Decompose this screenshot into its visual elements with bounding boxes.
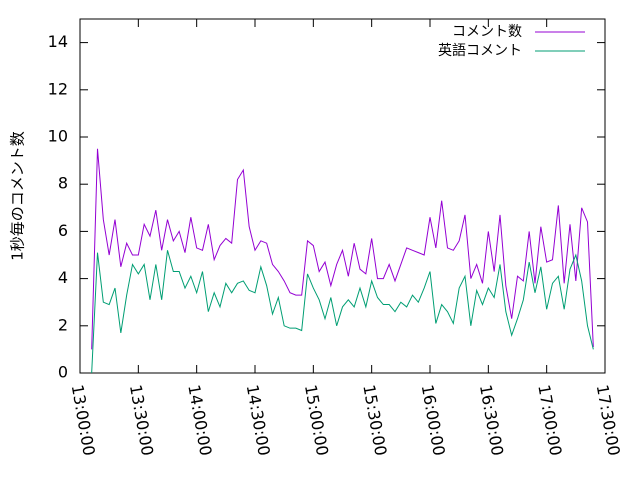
plot-frame [79, 18, 606, 374]
y-axis-label: 1秒毎のコメント数 [9, 131, 27, 261]
y-tick-label: 10 [48, 127, 68, 146]
x-tick-label: 17:30:00 [593, 383, 624, 457]
x-tick-label: 14:30:00 [243, 383, 274, 457]
x-tick-label: 16:30:00 [476, 383, 507, 457]
x-tick-label: 14:00:00 [184, 383, 215, 457]
y-tick-label: 0 [58, 363, 68, 382]
y-tick-label: 2 [58, 315, 68, 334]
y-tick-label: 8 [58, 174, 68, 193]
x-tick-label: 13:00:00 [68, 383, 99, 457]
series-line [91, 250, 594, 374]
x-tick-label: 16:00:00 [418, 383, 449, 457]
legend-label: 英語コメント [438, 42, 522, 59]
x-tick-label: 13:30:00 [126, 383, 157, 457]
x-tick-label: 15:30:00 [359, 383, 390, 457]
x-tick-label: 17:00:00 [534, 383, 565, 457]
y-tick-label: 12 [48, 79, 68, 98]
y-tick-label: 6 [58, 221, 68, 240]
y-tick-label: 14 [48, 32, 68, 51]
series-line [91, 148, 594, 350]
x-tick-label: 15:00:00 [301, 383, 332, 457]
y-tick-label: 4 [58, 268, 68, 287]
legend-label: コメント数 [452, 24, 522, 40]
